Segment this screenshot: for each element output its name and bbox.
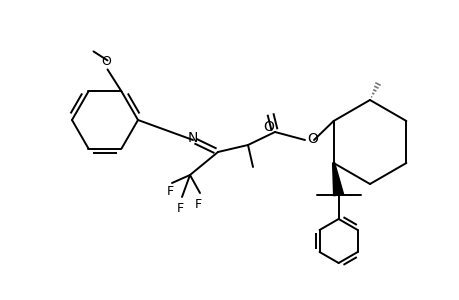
Polygon shape [332, 163, 343, 196]
Text: F: F [176, 202, 183, 215]
Text: O: O [306, 132, 317, 146]
Text: F: F [195, 198, 202, 211]
Text: O: O [101, 56, 111, 68]
Text: F: F [166, 185, 173, 198]
Text: N: N [187, 131, 198, 145]
Text: O: O [263, 120, 274, 134]
